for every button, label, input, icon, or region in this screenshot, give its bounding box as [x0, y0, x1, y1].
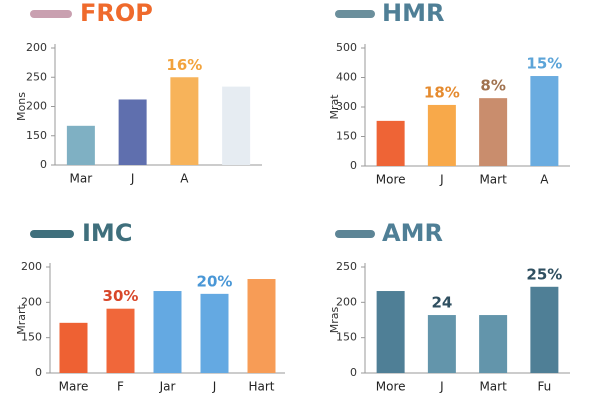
y-tick-label: 0: [35, 366, 42, 379]
y-tick-label: 200: [26, 41, 47, 54]
y-tick-label: 200: [21, 295, 42, 308]
bar: [153, 291, 182, 373]
bar-annotation: 30%: [103, 287, 139, 305]
x-tick-label: J: [212, 380, 217, 394]
y-tick-label: 0: [350, 159, 357, 172]
x-tick-label: F: [117, 380, 124, 394]
bar: [376, 120, 405, 166]
x-tick-label: J: [439, 173, 444, 187]
chart-title: AMR: [382, 219, 443, 247]
bar-annotation: 15%: [526, 55, 562, 73]
bar: [427, 315, 456, 373]
bar: [530, 286, 559, 373]
bar-annotation: 24: [431, 294, 452, 312]
y-tick-label: 200: [21, 260, 42, 273]
bar: [59, 322, 88, 373]
x-tick-label: A: [180, 172, 189, 186]
x-tick-label: Hart: [248, 380, 274, 394]
decor: [335, 10, 375, 18]
bar-annotation: 20%: [197, 272, 233, 290]
y-tick-label: 300: [336, 100, 357, 113]
bar: [479, 315, 508, 373]
y-tick-label: 150: [26, 129, 47, 142]
decor: [30, 10, 72, 18]
bar: [118, 99, 147, 165]
bar: [427, 104, 456, 166]
bar: [66, 125, 95, 165]
bar: [106, 308, 135, 373]
y-tick-label: 0: [40, 158, 47, 171]
bar-annotation: 25%: [526, 265, 562, 283]
chart-title: HMR: [382, 0, 444, 27]
x-tick-label: Mar: [70, 172, 93, 186]
bar: [376, 291, 405, 373]
y-axis-label: Mons: [15, 92, 28, 121]
bar: [222, 86, 251, 165]
y-axis-label: Mrat: [328, 94, 341, 120]
x-tick-label: J: [130, 172, 135, 186]
decor: [335, 230, 375, 238]
y-tick-label: 200: [26, 100, 47, 113]
x-tick-label: Mart: [479, 380, 507, 394]
bar: [200, 293, 229, 373]
chart-title: FROP: [80, 0, 153, 27]
bar: [170, 77, 199, 165]
bar: [530, 76, 559, 166]
x-tick-label: Fu: [537, 380, 551, 394]
bar: [479, 98, 508, 166]
bar: [247, 279, 276, 373]
x-tick-label: More: [376, 380, 406, 394]
y-tick-label: 250: [336, 260, 357, 273]
y-axis-label: Mras: [328, 306, 341, 333]
y-tick-label: 250: [26, 70, 47, 83]
decor: [30, 230, 74, 238]
y-tick-label: 150: [21, 331, 42, 344]
y-tick-label: 500: [336, 41, 357, 54]
bar-annotation: 16%: [166, 56, 202, 74]
x-tick-label: J: [439, 380, 444, 394]
y-tick-label: 0: [350, 366, 357, 379]
chart-title: IMC: [82, 219, 132, 247]
x-tick-label: Mart: [479, 173, 507, 187]
x-tick-label: A: [540, 173, 549, 187]
y-tick-label: 400: [336, 71, 357, 84]
y-tick-label: 150: [336, 331, 357, 344]
y-tick-label: 200: [336, 295, 357, 308]
x-tick-label: Mare: [59, 380, 89, 394]
bar-annotation: 18%: [424, 83, 460, 101]
bar-annotation: 8%: [480, 77, 505, 95]
x-tick-label: Jar: [159, 380, 176, 394]
y-tick-label: 150: [336, 130, 357, 143]
x-tick-label: More: [376, 173, 406, 187]
y-axis-label: Mrart: [15, 305, 28, 335]
